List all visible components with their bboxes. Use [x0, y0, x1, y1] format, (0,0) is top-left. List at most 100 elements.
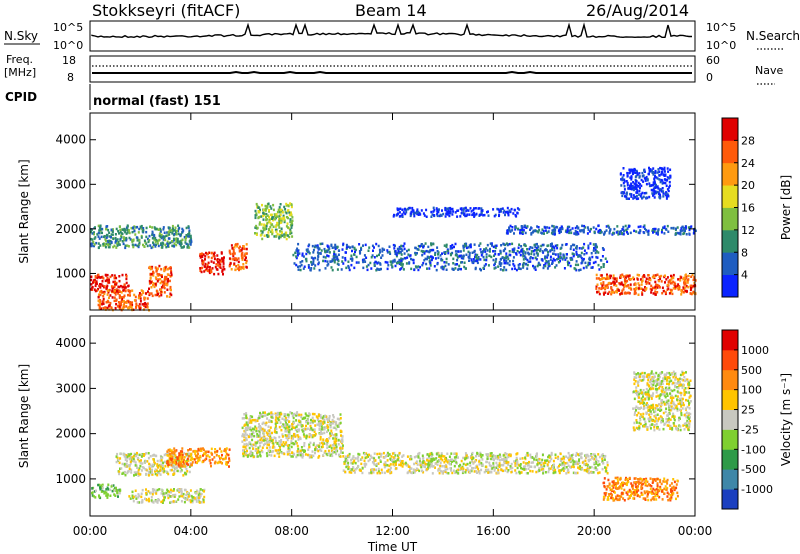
power-echo-cell: [618, 230, 621, 234]
power-echo-cell: [399, 207, 402, 210]
velocity-echo-cell: [185, 467, 188, 471]
power-echo-cell: [430, 215, 433, 218]
power-echo-cell: [163, 231, 166, 234]
velocity-echo-cell: [148, 465, 151, 469]
power-echo-cell: [543, 249, 546, 252]
velocity-echo-cell: [318, 445, 320, 448]
power-echo-cell: [96, 233, 99, 236]
velocity-echo-cell: [468, 471, 471, 474]
velocity-echo-cell: [419, 457, 422, 461]
power-echo-cell: [599, 228, 601, 232]
power-echo-cell: [687, 278, 690, 281]
power-echo-cell: [534, 256, 537, 259]
power-echo-cell: [177, 224, 180, 227]
velocity-echo-cell: [173, 488, 175, 491]
power-echo-cell: [534, 268, 537, 271]
power-echo-cell: [493, 214, 496, 218]
velocity-echo-cell: [202, 447, 204, 450]
power-echo-cell: [665, 227, 667, 231]
power-echo-cell: [154, 283, 157, 286]
power-echo-cell: [222, 260, 225, 263]
velocity-echo-cell: [377, 470, 380, 473]
velocity-echo-cell: [323, 451, 326, 454]
power-echo-cell: [626, 174, 629, 177]
power-echo-cell: [643, 177, 646, 180]
power-echo-cell: [693, 229, 696, 233]
power-echo-cell: [461, 261, 464, 264]
power-echo-cell: [579, 268, 582, 271]
velocity-echo-cell: [249, 452, 252, 456]
power-echo-cell: [694, 279, 697, 282]
velocity-echo-cell: [294, 442, 297, 445]
velocity-echo-cell: [216, 461, 219, 465]
velocity-echo-cell: [116, 456, 119, 460]
power-echo-cell: [664, 178, 667, 182]
power-echo-cell: [490, 255, 493, 259]
power-echo-cell: [660, 167, 663, 170]
power-echo-cell: [595, 227, 598, 231]
power-echo-cell: [586, 232, 589, 235]
velocity-echo-cell: [301, 456, 304, 459]
power-echo-cell: [236, 242, 239, 246]
velocity-echo-cell: [117, 495, 119, 498]
power-echo-cell: [540, 231, 543, 234]
velocity-echo-cell: [173, 472, 176, 475]
velocity-echo-cell: [173, 470, 176, 473]
velocity-echo-cell: [161, 466, 164, 469]
velocity-echo-cell: [308, 454, 311, 457]
velocity-echo-cell: [296, 453, 299, 457]
power-echo-cell: [400, 259, 403, 262]
velocity-echo-cell: [106, 496, 109, 499]
velocity-echo-cell: [562, 460, 565, 464]
power-echo-cell: [239, 245, 241, 249]
velocity-echo-cell: [284, 424, 287, 428]
power-echo-cell: [620, 178, 623, 181]
power-echo-cell: [389, 252, 392, 255]
velocity-echo-cell: [210, 447, 213, 451]
velocity-echo-cell: [314, 424, 317, 427]
power-echo-cell: [97, 246, 100, 250]
velocity-echo-cell: [601, 467, 604, 471]
velocity-echo-cell: [246, 433, 249, 437]
velocity-echo-cell: [526, 451, 529, 455]
velocity-echo-cell: [241, 433, 244, 436]
velocity-echo-cell: [299, 436, 301, 440]
power-echo-cell: [645, 277, 648, 280]
power-echo-cell: [504, 213, 506, 217]
power-echo-cell: [188, 229, 191, 232]
velocity-echo-cell: [270, 450, 273, 454]
power-echo-cell: [154, 227, 157, 231]
velocity-echo-cell: [91, 491, 94, 494]
power-echo-cell: [289, 232, 292, 235]
power-echo-cell: [656, 171, 659, 174]
velocity-echo-cell: [141, 462, 144, 465]
power-echo-cell: [379, 251, 381, 254]
velocity-echo-cell: [268, 433, 271, 437]
power-echo-cell: [293, 262, 296, 265]
power-echo-cell: [659, 188, 662, 191]
power-echo-cell: [114, 275, 116, 279]
velocity-echo-cell: [341, 435, 344, 438]
power-echo-cell: [597, 263, 600, 267]
power-echo-cell: [462, 209, 465, 212]
power-echo-cell: [432, 206, 435, 210]
power-echo-cell: [628, 187, 630, 190]
freq-tick-bottom-right: 0: [706, 71, 713, 84]
velocity-echo-cell: [575, 454, 577, 457]
power-echo-cell: [211, 267, 214, 270]
power-echo-cell: [605, 229, 608, 232]
velocity-echo-cell: [202, 498, 205, 502]
power-echo-cell: [693, 228, 695, 231]
power-echo-cell: [122, 289, 125, 292]
power-echo-cell: [630, 168, 633, 171]
power-echo-cell: [212, 261, 215, 264]
velocity-echo-cell: [302, 433, 305, 436]
power-echo-cell: [502, 249, 505, 253]
velocity-echo-cell: [187, 463, 190, 466]
power-echo-cell: [152, 271, 155, 275]
power-echo-cell: [506, 255, 509, 259]
velocity-echo-cell: [315, 415, 318, 418]
power-echo-cell: [165, 265, 168, 269]
power-echo-cell: [219, 266, 222, 269]
power-echo-cell: [669, 288, 672, 292]
